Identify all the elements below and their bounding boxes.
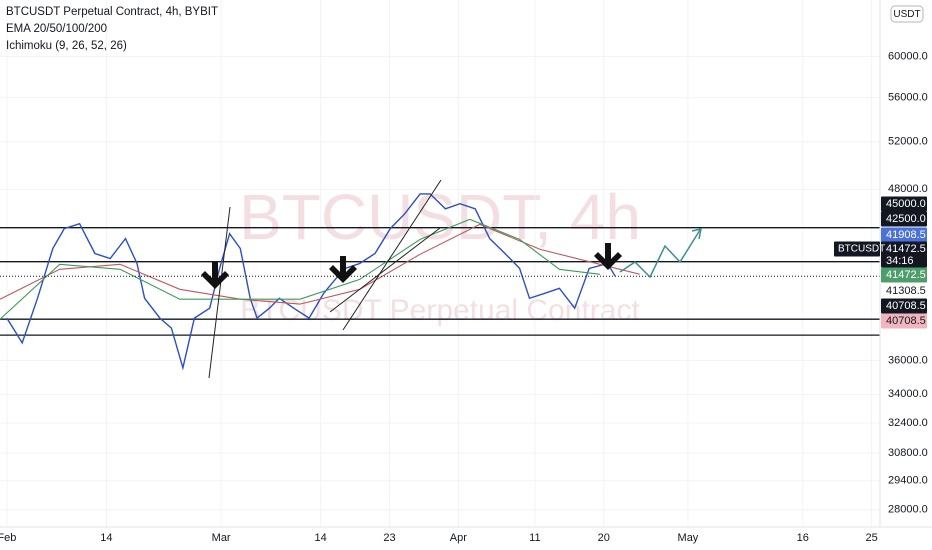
x-tick-label: Feb — [0, 532, 16, 544]
series-line — [0, 223, 640, 305]
x-tick-label: 14 — [100, 532, 112, 544]
price-label: 41472.5 — [886, 269, 926, 281]
y-tick-label: 48000.0 — [888, 183, 928, 195]
price-label-box — [881, 298, 927, 314]
x-tick-label: 25 — [865, 532, 877, 544]
price-label-box — [881, 267, 927, 283]
indicator-label: Ichimoku (9, 26, 52, 26) — [6, 40, 127, 52]
y-tick-label: 52000.0 — [888, 136, 928, 148]
x-tick-label: 11 — [529, 532, 540, 544]
y-tick-label: 29400.0 — [888, 475, 928, 487]
symbol-label: BTCUSDT — [838, 244, 885, 255]
price-label: 42500.0 — [886, 213, 926, 225]
price-label: 45000.0 — [886, 198, 926, 210]
price-label-box — [881, 211, 927, 227]
down-arrow — [201, 262, 229, 289]
down-arrow — [594, 243, 622, 270]
price-label-box — [881, 196, 927, 212]
currency-button[interactable] — [890, 5, 924, 23]
price-label: 40708.5 — [886, 300, 926, 312]
arrows — [201, 243, 622, 289]
countdown: 34:16 — [886, 255, 914, 267]
y-tick-label: 34000.0 — [888, 388, 928, 400]
projection-path — [619, 229, 701, 279]
x-tick-label: 14 — [315, 532, 327, 544]
series-line — [0, 218, 600, 320]
plot-area — [0, 0, 880, 527]
y-tick-label: 56000.0 — [888, 92, 928, 104]
price-label: 41472.5 — [886, 243, 926, 255]
watermark-sub: BTCUSDT Perpetual Contract — [240, 294, 640, 327]
price-label: 40708.5 — [886, 315, 926, 327]
x-tick-label: Apr — [450, 532, 467, 544]
series-line — [6, 193, 616, 371]
y-tick-label: 36000.0 — [888, 354, 928, 366]
x-tick-label: 23 — [383, 532, 395, 544]
price-label: 41308.5 — [886, 285, 926, 297]
x-tick-label: Mar — [212, 532, 231, 544]
watermark-main: BTCUSDT, 4h — [239, 181, 641, 253]
trend-line — [208, 206, 231, 379]
projection-arrowhead — [691, 228, 702, 240]
channel-line — [329, 227, 441, 313]
drawings — [208, 179, 702, 379]
channel-line — [342, 179, 442, 331]
down-arrow — [329, 256, 357, 283]
y-tick-label: 32400.0 — [888, 417, 928, 429]
y-tick-label: 30800.0 — [888, 447, 928, 459]
price-label-box — [881, 241, 927, 268]
price-label-box — [881, 227, 927, 243]
y-tick-label: 28000.0 — [888, 504, 928, 516]
watermark: BTCUSDT, 4h BTCUSDT Perpetual Contract — [239, 181, 641, 327]
price-label: 41908.5 — [886, 229, 926, 241]
x-tick-label: 16 — [797, 532, 809, 544]
chart-title: BTCUSDT Perpetual Contract, 4h, BYBIT — [6, 6, 218, 18]
price-label-box — [881, 283, 927, 299]
currency-button-label[interactable]: USDT — [893, 9, 920, 20]
x-tick-label: May — [678, 532, 699, 544]
y-tick-label: 60000.0 — [888, 51, 928, 63]
x-tick-label: 20 — [598, 532, 610, 544]
symbol-label-box — [834, 241, 880, 257]
indicator-label: EMA 20/50/100/200 — [6, 23, 107, 35]
price-label-box — [881, 313, 927, 329]
